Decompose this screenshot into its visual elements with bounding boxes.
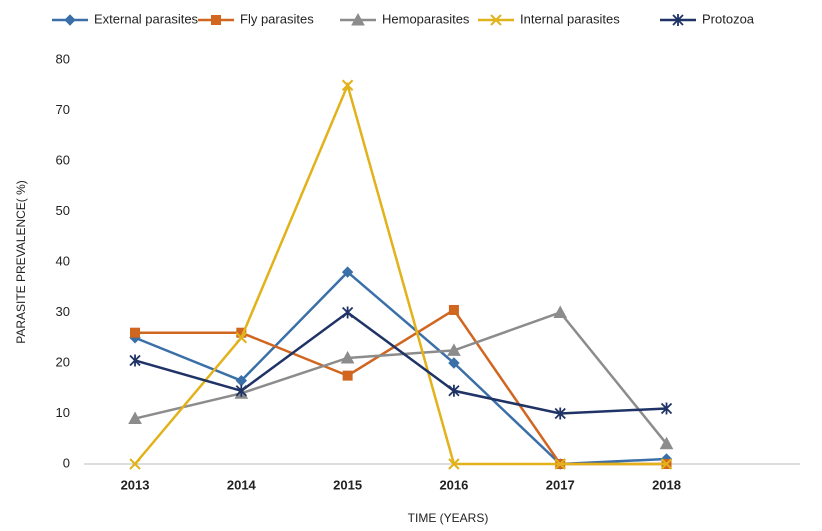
marker (448, 458, 460, 470)
legend-marker (64, 14, 76, 26)
marker (128, 411, 142, 425)
marker (554, 458, 566, 470)
marker (660, 458, 673, 470)
legend-label: Hemoparasites (382, 11, 470, 26)
marker (448, 384, 460, 397)
series-line (134, 81, 667, 466)
legend-label: External parasites (94, 11, 199, 26)
marker (342, 370, 353, 381)
series-line (134, 310, 667, 415)
y-tick-label: 60 (56, 152, 70, 167)
legend-marker (672, 14, 684, 26)
y-tick-label: 30 (56, 304, 70, 319)
marker (553, 305, 568, 318)
x-tick-label: 2014 (227, 477, 257, 492)
x-tick-label: 2017 (546, 477, 575, 492)
legend-label: Internal parasites (520, 11, 620, 26)
x-tick-label: 2016 (439, 477, 468, 492)
marker (341, 266, 354, 278)
x-tick-label: 2013 (121, 477, 150, 492)
marker (130, 327, 141, 338)
y-tick-label: 80 (56, 51, 70, 66)
y-tick-label: 40 (56, 253, 70, 268)
y-tick-label: 20 (56, 354, 70, 369)
marker (660, 402, 673, 415)
marker (340, 350, 355, 364)
series-line (134, 311, 668, 445)
legend-marker (211, 15, 221, 25)
marker (341, 306, 354, 319)
x-axis-label: TIME (YEARS) (408, 511, 489, 525)
x-tick-label: 2015 (333, 477, 362, 492)
marker (129, 458, 141, 470)
marker (341, 79, 354, 91)
y-tick-label: 0 (63, 455, 70, 470)
marker (129, 354, 141, 367)
y-tick-label: 50 (56, 203, 70, 218)
marker (448, 357, 460, 369)
marker (448, 304, 459, 315)
marker (235, 384, 247, 397)
y-axis-label: PARASITE PREVALENCE( %) (14, 180, 28, 344)
marker (447, 343, 461, 356)
y-tick-label: 70 (56, 102, 70, 117)
legend-marker (351, 12, 365, 26)
y-tick-label: 10 (56, 405, 70, 420)
x-tick-label: 2018 (652, 477, 681, 492)
marker (659, 436, 674, 450)
marker (554, 407, 566, 420)
legend-label: Protozoa (702, 11, 755, 26)
legend-marker (490, 14, 502, 26)
series-line (135, 308, 667, 466)
legend-label: Fly parasites (240, 11, 314, 26)
marker (235, 332, 248, 344)
